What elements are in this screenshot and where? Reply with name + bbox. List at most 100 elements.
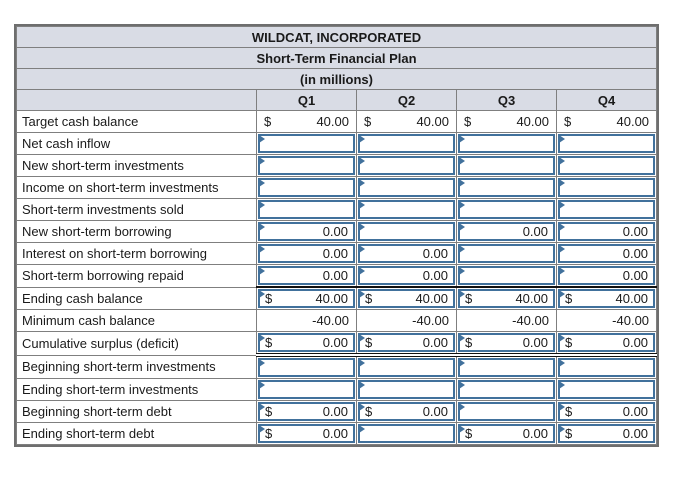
cell-value: -40.00 bbox=[512, 313, 549, 328]
input-flag-icon bbox=[459, 179, 465, 187]
title-row: WILDCAT, INCORPORATED bbox=[15, 26, 658, 48]
value-cell bbox=[555, 198, 658, 221]
input-cell[interactable] bbox=[458, 402, 555, 421]
input-cell[interactable]: $0.00 bbox=[358, 402, 455, 421]
value-cell: $0.00 bbox=[456, 422, 557, 445]
input-cell[interactable] bbox=[458, 266, 555, 285]
input-cell[interactable]: $0.00 bbox=[458, 424, 555, 443]
cell-value: 0.00 bbox=[622, 246, 649, 261]
input-cell[interactable] bbox=[558, 200, 656, 219]
static-value: -40.00 bbox=[358, 311, 456, 331]
input-flag-icon bbox=[559, 359, 565, 367]
input-cell[interactable]: $40.00 bbox=[458, 289, 555, 308]
input-cell[interactable]: 0.00 bbox=[558, 266, 656, 285]
currency-symbol: $ bbox=[565, 335, 573, 350]
value-cell: $40.00 bbox=[456, 286, 557, 310]
value-cell bbox=[456, 154, 557, 177]
table-row: Ending cash balance $40.00 $40.00 $40.00 $40… bbox=[16, 286, 658, 310]
input-cell[interactable] bbox=[558, 134, 656, 153]
input-cell[interactable] bbox=[258, 380, 355, 399]
input-cell[interactable]: $40.00 bbox=[558, 289, 656, 308]
input-flag-icon bbox=[459, 334, 465, 342]
cell-value: -40.00 bbox=[312, 313, 349, 328]
value-cell: $40.00 bbox=[356, 110, 457, 133]
input-cell[interactable] bbox=[458, 380, 555, 399]
value-cell bbox=[555, 176, 658, 199]
input-flag-icon bbox=[359, 403, 365, 411]
value-cell bbox=[456, 354, 557, 379]
input-cell[interactable]: 0.00 bbox=[358, 266, 455, 285]
input-flag-icon bbox=[559, 425, 565, 433]
value-cell: 0.00 bbox=[256, 264, 357, 288]
input-flag-icon bbox=[359, 290, 365, 298]
input-cell[interactable]: $0.00 bbox=[258, 402, 355, 421]
input-flag-icon bbox=[259, 403, 265, 411]
cell-value: 0.00 bbox=[622, 268, 649, 283]
input-cell[interactable]: 0.00 bbox=[558, 222, 656, 241]
value-cell: $0.00 bbox=[456, 331, 557, 357]
input-cell[interactable] bbox=[458, 244, 555, 263]
input-cell[interactable]: $0.00 bbox=[458, 333, 555, 352]
input-cell[interactable] bbox=[258, 200, 355, 219]
input-cell[interactable] bbox=[258, 358, 355, 377]
input-cell[interactable]: $40.00 bbox=[358, 289, 455, 308]
value-cell: $40.00 bbox=[456, 110, 557, 133]
input-cell[interactable]: 0.00 bbox=[258, 266, 355, 285]
input-cell[interactable] bbox=[558, 358, 656, 377]
static-value: -40.00 bbox=[558, 311, 656, 331]
input-cell[interactable] bbox=[358, 424, 455, 443]
value-cell bbox=[256, 154, 357, 177]
table-row: Beginning short-term investments bbox=[16, 354, 658, 379]
input-flag-icon bbox=[359, 135, 365, 143]
cell-value: 40.00 bbox=[315, 291, 348, 306]
input-cell[interactable] bbox=[358, 156, 455, 175]
input-cell[interactable]: $0.00 bbox=[558, 333, 656, 352]
input-cell[interactable]: 0.00 bbox=[458, 222, 555, 241]
cell-value: 40.00 bbox=[415, 291, 448, 306]
value-cell bbox=[356, 198, 457, 221]
input-cell[interactable] bbox=[258, 178, 355, 197]
value-cell bbox=[555, 154, 658, 177]
input-cell[interactable] bbox=[558, 380, 656, 399]
value-cell bbox=[356, 176, 457, 199]
input-cell[interactable] bbox=[258, 134, 355, 153]
input-cell[interactable] bbox=[458, 200, 555, 219]
input-cell[interactable]: 0.00 bbox=[558, 244, 656, 263]
input-cell[interactable] bbox=[558, 156, 656, 175]
input-cell[interactable] bbox=[558, 178, 656, 197]
input-cell[interactable] bbox=[358, 358, 455, 377]
input-cell[interactable] bbox=[258, 156, 355, 175]
input-cell[interactable]: $0.00 bbox=[558, 402, 656, 421]
input-cell[interactable] bbox=[358, 222, 455, 241]
input-flag-icon bbox=[459, 223, 465, 231]
input-cell[interactable] bbox=[358, 380, 455, 399]
table-row: Ending short-term investments bbox=[16, 378, 658, 401]
input-cell[interactable]: $40.00 bbox=[258, 289, 355, 308]
currency-symbol: $ bbox=[464, 114, 472, 129]
input-cell[interactable] bbox=[358, 134, 455, 153]
input-flag-icon bbox=[459, 290, 465, 298]
table-row: New short-term investments bbox=[16, 154, 658, 177]
input-cell[interactable]: 0.00 bbox=[258, 222, 355, 241]
value-cell: 0.00 bbox=[256, 220, 357, 243]
input-cell[interactable] bbox=[458, 178, 555, 197]
column-header-q1: Q1 bbox=[256, 89, 357, 111]
value-cell bbox=[456, 132, 557, 155]
table-row: Short-term investments sold bbox=[16, 198, 658, 221]
input-cell[interactable]: 0.00 bbox=[358, 244, 455, 263]
input-cell[interactable] bbox=[358, 200, 455, 219]
input-cell[interactable] bbox=[458, 156, 555, 175]
input-cell[interactable] bbox=[358, 178, 455, 197]
input-cell[interactable]: $0.00 bbox=[258, 424, 355, 443]
row-label: Income on short-term investments bbox=[16, 176, 257, 199]
input-cell[interactable]: $0.00 bbox=[358, 333, 455, 352]
input-cell[interactable] bbox=[458, 358, 555, 377]
input-cell[interactable]: 0.00 bbox=[258, 244, 355, 263]
static-value: $40.00 bbox=[258, 112, 356, 132]
row-label: New short-term borrowing bbox=[16, 220, 257, 243]
input-cell[interactable] bbox=[458, 134, 555, 153]
value-cell bbox=[356, 154, 457, 177]
input-cell[interactable]: $0.00 bbox=[558, 424, 656, 443]
input-cell[interactable]: $0.00 bbox=[258, 333, 355, 352]
value-cell: $40.00 bbox=[256, 286, 357, 310]
